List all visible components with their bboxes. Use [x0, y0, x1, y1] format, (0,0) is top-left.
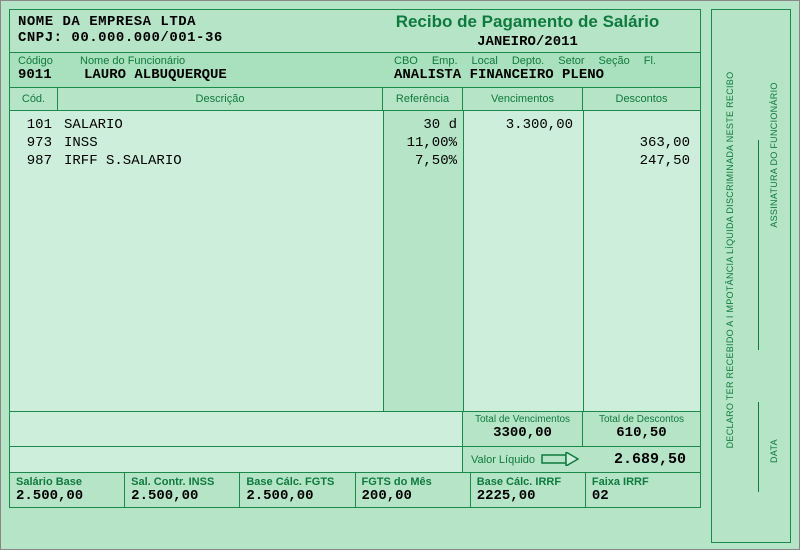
col-cod-values: 101 973 987	[10, 111, 58, 411]
foot-fgts-mes: FGTS do Mês 200,00	[356, 473, 471, 507]
col-ref-values: 30 d 11,00% 7,50%	[383, 111, 463, 411]
employee-header: Código Nome do Funcionário CBO Emp. Loca…	[9, 53, 701, 88]
label-nome: Nome do Funcionário	[80, 55, 380, 67]
main-panel: NOME DA EMPRESA LTDA CNPJ: 00.000.000/00…	[9, 9, 701, 543]
total-venc-label: Total de Vencimentos	[463, 412, 582, 425]
company-cnpj: CNPJ: 00.000.000/001-36	[18, 30, 347, 46]
employee-name: LAURO ALBUQUERQUE	[84, 67, 376, 83]
totals-spacer	[10, 412, 463, 446]
arrow-icon	[541, 452, 579, 470]
row-venc	[474, 153, 573, 171]
col-cod: Cód.	[10, 88, 58, 110]
label-fl: Fl.	[644, 55, 656, 67]
total-desc-label: Total de Descontos	[583, 412, 700, 425]
col-descricao: Descrição	[58, 88, 383, 110]
col-desc-values: SALARIO INSS IRFF S.SALARIO	[58, 111, 383, 411]
foot-base-irrf: Base Cálc. IRRF 2225,00	[471, 473, 586, 507]
col-venc-values: 3.300,00	[463, 111, 583, 411]
header-block: NOME DA EMPRESA LTDA CNPJ: 00.000.000/00…	[9, 9, 701, 53]
payslip-page: NOME DA EMPRESA LTDA CNPJ: 00.000.000/00…	[0, 0, 800, 550]
col-vencimentos: Vencimentos	[463, 88, 583, 110]
employee-code: 9011	[18, 67, 66, 83]
row-dcto	[594, 117, 690, 135]
total-vencimentos: Total de Vencimentos 3300,00	[463, 412, 583, 446]
footer-bases: Salário Base 2.500,00 Sal. Contr. INSS 2…	[9, 473, 701, 508]
foot-salario-base: Salário Base 2.500,00	[10, 473, 125, 507]
total-descontos: Total de Descontos 610,50	[583, 412, 700, 446]
declaration-text: DECLARO TER RECEBIDO A I MPOTÂNCIA LÍQUI…	[725, 72, 735, 449]
row-desc: IRFF S.SALARIO	[64, 153, 377, 171]
label-emp: Emp.	[432, 55, 458, 67]
row-dcto: 363,00	[594, 135, 690, 153]
row-dcto: 247,50	[594, 153, 690, 171]
total-venc-value: 3300,00	[463, 425, 582, 441]
row-cod: 101	[16, 117, 52, 135]
row-venc: 3.300,00	[474, 117, 573, 135]
row-ref: 7,50%	[390, 153, 457, 171]
liq-spacer	[10, 447, 463, 472]
valor-liquido-row: Valor Líquido 2.689,50	[9, 447, 701, 473]
row-cod: 973	[16, 135, 52, 153]
title-block: Recibo de Pagamento de Salário JANEIRO/2…	[355, 10, 700, 52]
document-title: Recibo de Pagamento de Salário	[363, 12, 692, 32]
signature-panel: DECLARO TER RECEBIDO A I MPOTÂNCIA LÍQUI…	[711, 9, 791, 543]
label-local: Local	[472, 55, 498, 67]
label-depto: Depto.	[512, 55, 544, 67]
row-ref: 11,00%	[390, 135, 457, 153]
label-codigo: Código	[18, 55, 66, 67]
row-ref: 30 d	[390, 117, 457, 135]
liq-value: 2.689,50	[614, 451, 700, 468]
date-label: DATA	[769, 439, 779, 463]
col-descontos: Descontos	[583, 88, 700, 110]
line-items: 101 973 987 SALARIO INSS IRFF S.SALARIO …	[9, 111, 701, 411]
column-headers: Cód. Descrição Referência Vencimentos De…	[9, 88, 701, 111]
label-setor: Setor	[558, 55, 584, 67]
foot-sal-contr-inss: Sal. Contr. INSS 2.500,00	[125, 473, 240, 507]
col-dcto-values: 363,00 247,50	[583, 111, 700, 411]
total-desc-value: 610,50	[583, 425, 700, 441]
row-cod: 987	[16, 153, 52, 171]
company-name: NOME DA EMPRESA LTDA	[18, 14, 347, 30]
col-referencia: Referência	[383, 88, 463, 110]
label-secao: Seção	[599, 55, 630, 67]
foot-faixa-irrf: Faixa IRRF 02	[586, 473, 700, 507]
employee-role: ANALISTA FINANCEIRO PLENO	[394, 67, 604, 83]
totals-row: Total de Vencimentos 3300,00 Total de De…	[9, 411, 701, 447]
employee-labels-row: Código Nome do Funcionário CBO Emp. Loca…	[18, 55, 692, 67]
foot-base-fgts: Base Cálc. FGTS 2.500,00	[240, 473, 355, 507]
row-desc: SALARIO	[64, 117, 377, 135]
label-cbo: CBO	[394, 55, 418, 67]
row-venc	[474, 135, 573, 153]
row-desc: INSS	[64, 135, 377, 153]
liq-label: Valor Líquido	[463, 454, 535, 466]
period: JANEIRO/2011	[363, 34, 692, 50]
company-block: NOME DA EMPRESA LTDA CNPJ: 00.000.000/00…	[10, 10, 355, 52]
employee-values-row: 9011 LAURO ALBUQUERQUE ANALISTA FINANCEI…	[18, 67, 692, 83]
signature-label: ASSINATURA DO FUNCIONÁRIO	[769, 82, 779, 227]
